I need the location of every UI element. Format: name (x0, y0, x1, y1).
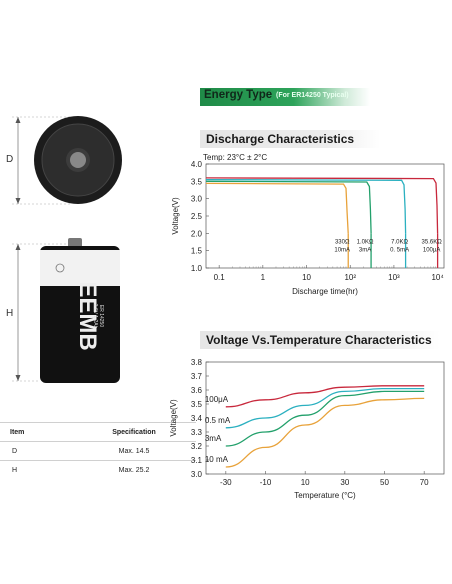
x-tick-label: 70 (420, 478, 429, 487)
series-line (225, 387, 425, 429)
series-line (225, 390, 425, 447)
energy-type-banner: Energy Type (For ER14250 Typical) (200, 88, 370, 106)
annotation-label: 1.0KΩ (357, 239, 374, 245)
y-tick-label: 3.0 (191, 195, 203, 204)
annotation-label: 7.0KΩ (391, 239, 408, 245)
voltage-temperature-chart: 3.0 3.1 3.2 3.3 3.4 3.5 3.6 3.7 3.8 -30 -10 10 30 50 7… (169, 358, 445, 500)
battery-model-line: ER 14250 (98, 305, 104, 327)
series-line (225, 385, 425, 408)
spec-value: Max. 14.5 (72, 441, 196, 461)
series-line (205, 177, 439, 234)
y-tick-label: 3.6 (191, 386, 203, 395)
spec-item: H (0, 460, 72, 479)
spec-header-row: Item Specification (0, 422, 196, 442)
y-tick-label: 3.0 (191, 470, 203, 479)
series-label: 100μA (205, 395, 229, 404)
x-tick-label: 10⁴ (431, 273, 444, 282)
y-tick-label: 3.8 (191, 358, 203, 367)
battery-side-view: EEMB ER 14250 3.6V 1.2Ah (40, 238, 120, 383)
annotation-label: 35.6KΩ (422, 239, 443, 245)
energy-type-subtitle: (For ER14250 Typical) (276, 92, 349, 99)
dimension-d-label: D (6, 154, 13, 165)
energy-type-title: Energy Type (204, 89, 273, 101)
spec-header-item: Item (0, 422, 72, 442)
y-tick-label: 2.5 (191, 212, 203, 221)
y-tick-label: 3.2 (191, 442, 203, 451)
battery-brand: EEMB (74, 281, 101, 350)
y-tick-label: 4.0 (191, 160, 203, 169)
series-line (205, 180, 372, 234)
voltage-temp-section-title: Voltage Vs.Temperature Characteristics (200, 331, 440, 349)
x-tick-label: 10 (301, 478, 310, 487)
series-line (205, 178, 407, 234)
x-tick-label: 0.1 (214, 273, 226, 282)
y-tick-label: 1.5 (191, 247, 203, 256)
y-axis-label: Voltage(V) (169, 399, 178, 437)
annotation-label: 100μA (423, 247, 440, 253)
y-tick-label: 1.0 (191, 264, 203, 273)
temperature-note: Temp: 23°C ± 2°C (203, 153, 268, 162)
discharge-section-title: Discharge Characteristics (200, 130, 380, 148)
y-tick-label: 3.1 (191, 456, 203, 465)
dimension-h-label: H (6, 308, 13, 319)
annotation-label: 10mA (334, 247, 350, 253)
diameter-dimension: D (6, 116, 72, 205)
annotation-label: 330Ω (335, 239, 350, 245)
x-tick-label: 50 (380, 478, 389, 487)
height-dimension: H (6, 243, 75, 382)
spec-header-spec: Specification (72, 422, 196, 442)
x-axis-label: Discharge time(hr) (292, 287, 358, 296)
x-tick-label: 30 (340, 478, 349, 487)
annotation-label: 0. 5mA (390, 247, 409, 253)
y-tick-label: 3.5 (191, 400, 203, 409)
y-tick-label: 3.3 (191, 428, 203, 437)
spec-item: D (0, 441, 72, 461)
battery-illustration: D H EEMB ER 14250 3.6V 1.2Ah (6, 116, 122, 383)
series-label: 3mA (205, 434, 222, 443)
x-tick-label: 10 (302, 273, 311, 282)
battery-top-view (34, 116, 122, 204)
annotation-label: 3mA (359, 247, 371, 253)
x-tick-label: -10 (260, 478, 272, 487)
y-tick-label: 2.0 (191, 229, 203, 238)
discharge-chart: 1.0 1.5 2.0 2.5 3.0 3.5 4.0 0.1 1 10 10² 10³ 10⁴ Disc… (171, 160, 445, 296)
series-label: 0.5 mA (205, 416, 231, 425)
battery-rating-line: 3.6V 1.2Ah (92, 304, 98, 329)
x-tick-label: -30 (220, 478, 232, 487)
y-tick-label: 3.4 (191, 414, 203, 423)
x-tick-label: 10² (344, 273, 356, 282)
x-tick-label: 10³ (388, 273, 400, 282)
table-row: D Max. 14.5 (0, 441, 196, 461)
x-tick-label: 1 (261, 273, 266, 282)
series-line (225, 397, 425, 468)
x-axis-label: Temperature (°C) (294, 491, 356, 500)
spec-value: Max. 25.2 (72, 460, 196, 479)
table-row: H Max. 25.2 (0, 460, 196, 479)
y-axis-label: Voltage(V) (171, 197, 180, 235)
plot-frame (205, 361, 445, 475)
battery-terminal (70, 152, 86, 168)
battery-label (40, 250, 120, 286)
y-tick-label: 3.5 (191, 177, 203, 186)
series-label: 10 mA (205, 455, 229, 464)
battery-cap (68, 238, 82, 248)
y-tick-label: 3.7 (191, 372, 203, 381)
series-line (205, 182, 349, 234)
spec-table: Item Specification D Max. 14.5 H Max. 25… (0, 422, 196, 479)
